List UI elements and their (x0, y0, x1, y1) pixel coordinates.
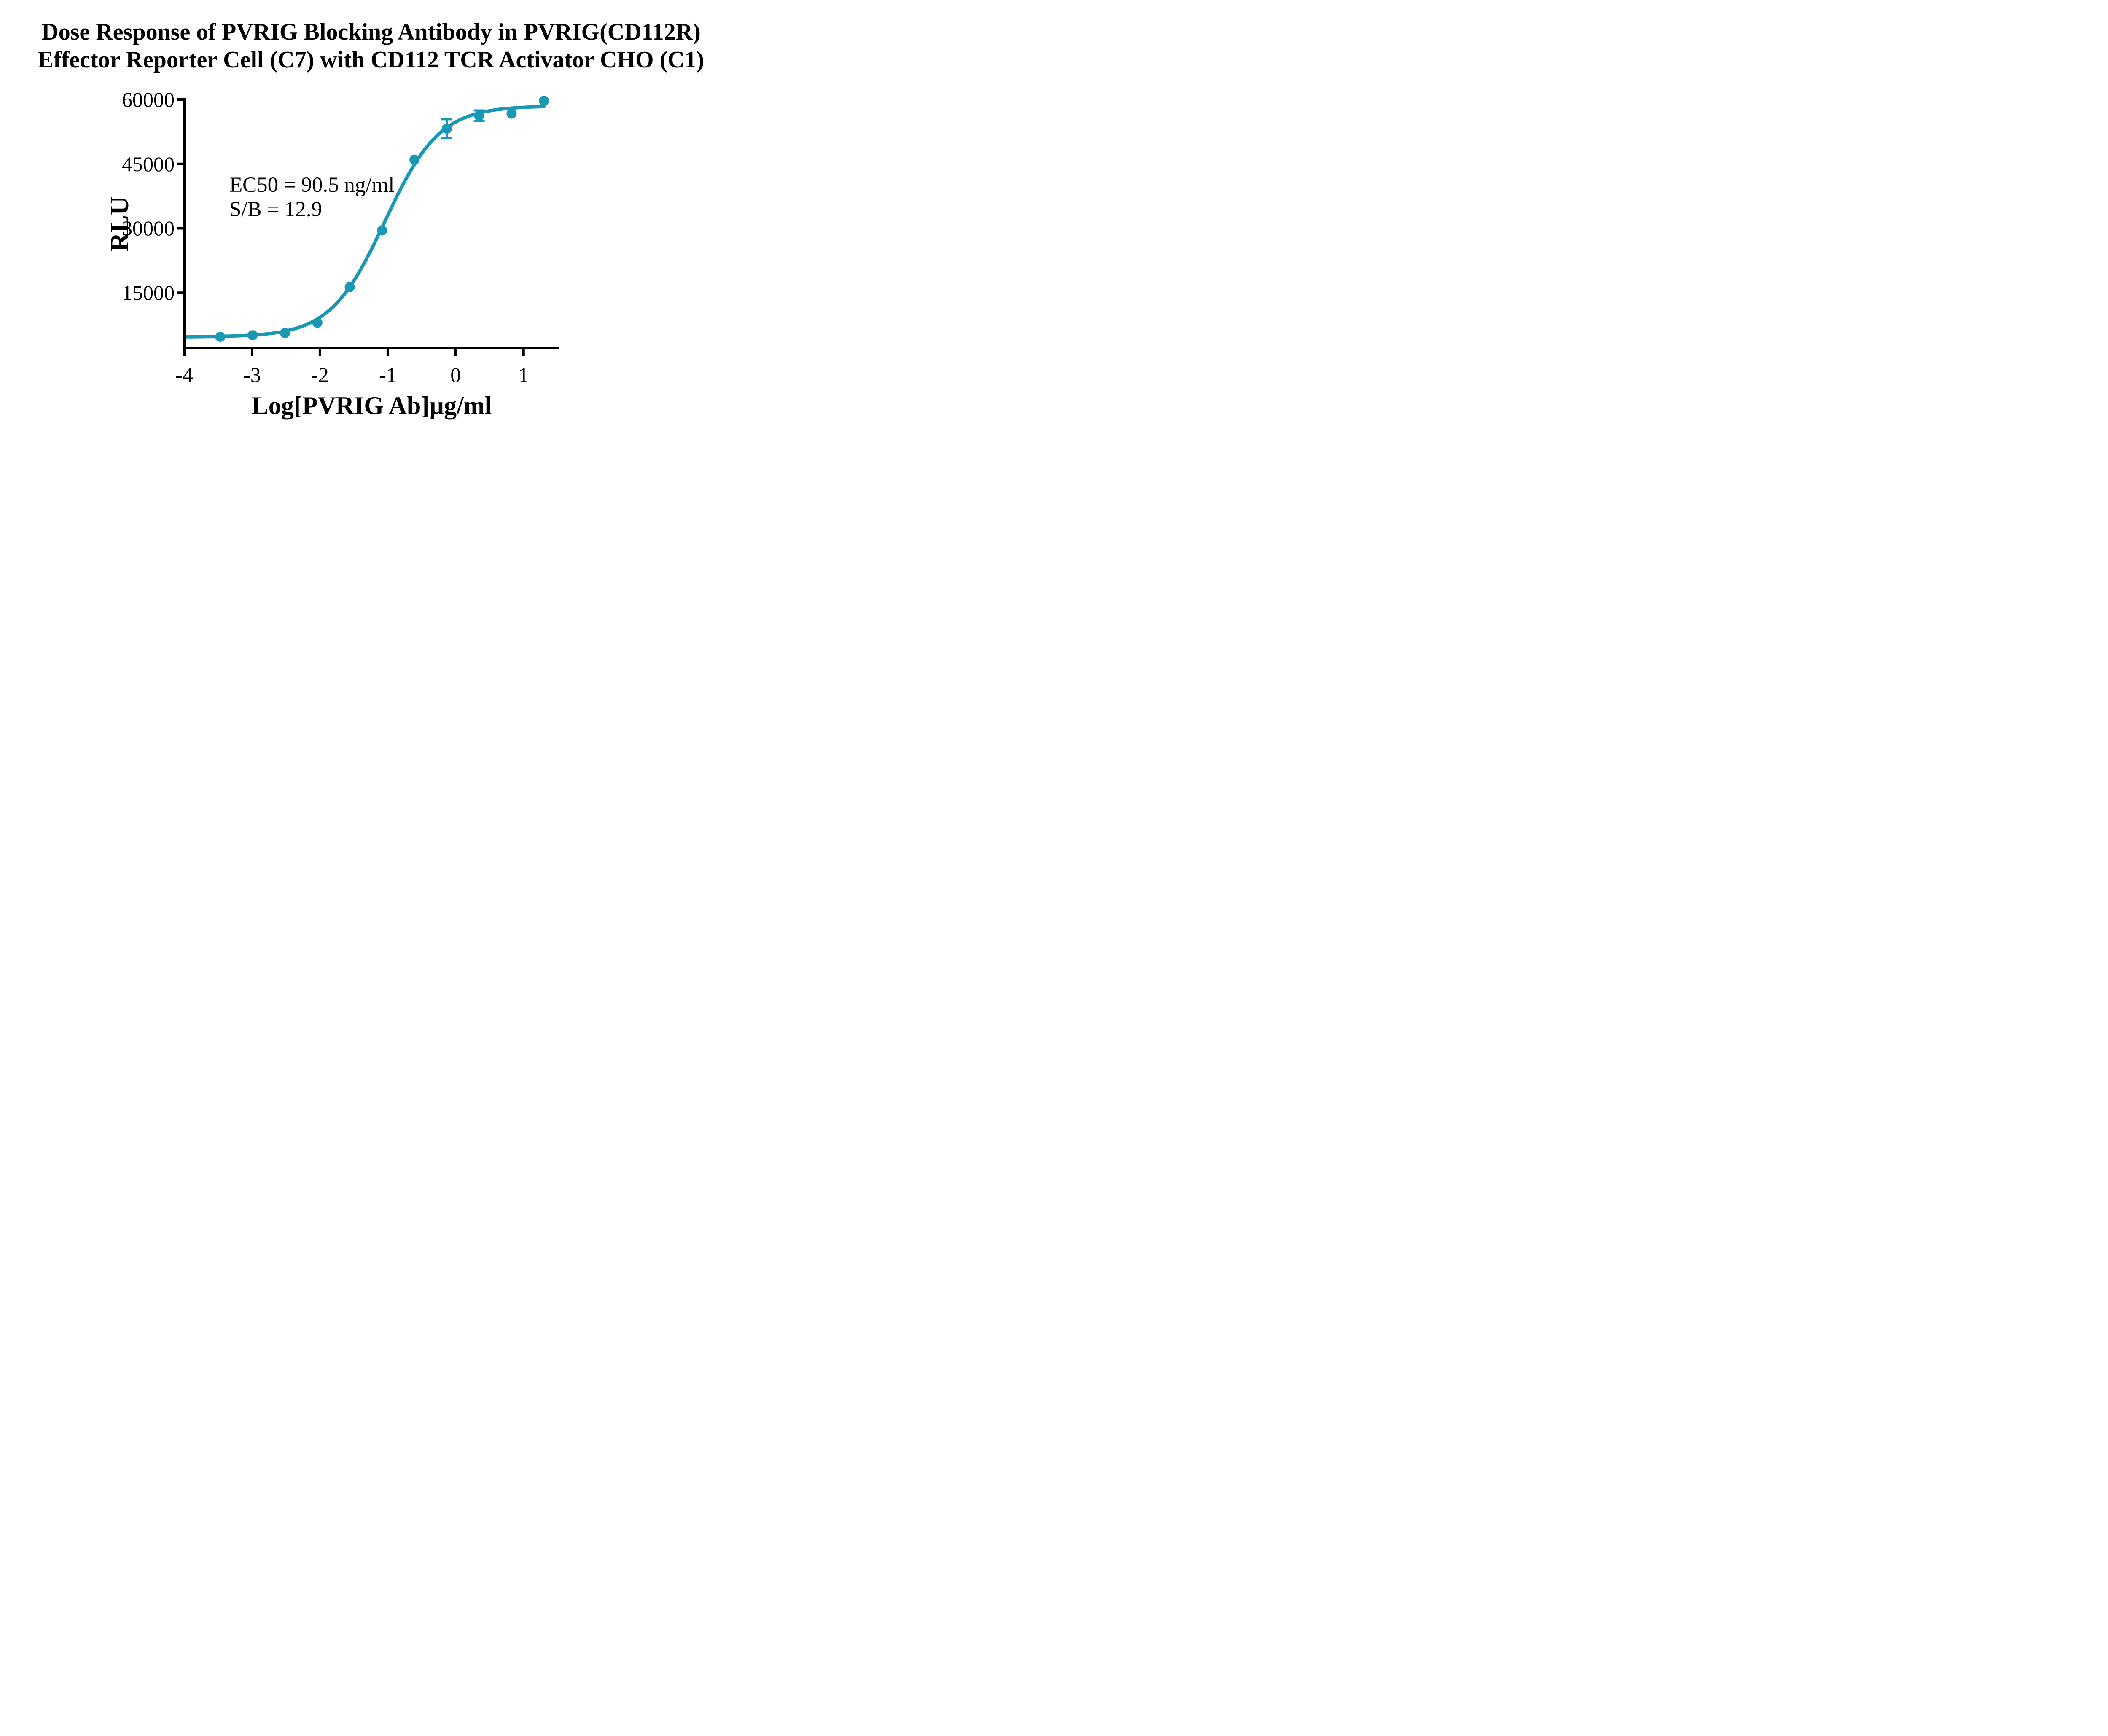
data-point-marker (474, 110, 484, 121)
data-point-marker (441, 124, 452, 134)
dose-response-figure: Dose Response of PVRIG Blocking Antibody… (0, 0, 742, 434)
data-point-marker (247, 330, 258, 341)
y-tick-label: 60000 (122, 88, 175, 111)
chart-title-line2: Effector Reporter Cell (C7) with CD112 T… (38, 47, 704, 73)
dose-response-plot (177, 96, 559, 356)
x-tick-label: -4 (175, 363, 193, 387)
data-point-marker (344, 282, 355, 292)
data-point-marker (312, 317, 323, 328)
data-point-marker (409, 154, 420, 165)
y-tick-label: 15000 (122, 281, 175, 305)
x-tick-label: -2 (311, 363, 329, 387)
x-axis-title: Log[PVRIG Ab]µg/ml (251, 392, 492, 419)
y-tick-label: 30000 (122, 216, 175, 240)
fit-curve (183, 105, 546, 339)
x-tick-label: -1 (379, 363, 397, 387)
y-tick-label: 45000 (122, 152, 175, 176)
data-point-marker (215, 332, 226, 342)
x-tick-label: -3 (243, 363, 261, 387)
data-point-marker (377, 225, 387, 236)
data-point-marker (506, 108, 517, 119)
x-tick-label: 0 (450, 363, 461, 387)
chart-title-line1: Dose Response of PVRIG Blocking Antibody… (41, 19, 701, 45)
x-tick-label: 1 (518, 363, 529, 387)
data-point-marker (280, 328, 290, 338)
chart-title: Dose Response of PVRIG Blocking Antibody… (0, 18, 742, 74)
annotation-sb-ratio: S/B = 12.9 (229, 198, 323, 221)
fit-annotation: EC50 = 90.5 ng/ml S/B = 12.9 (229, 173, 394, 222)
data-point-marker (539, 96, 549, 106)
annotation-ec50: EC50 = 90.5 ng/ml (229, 173, 395, 197)
